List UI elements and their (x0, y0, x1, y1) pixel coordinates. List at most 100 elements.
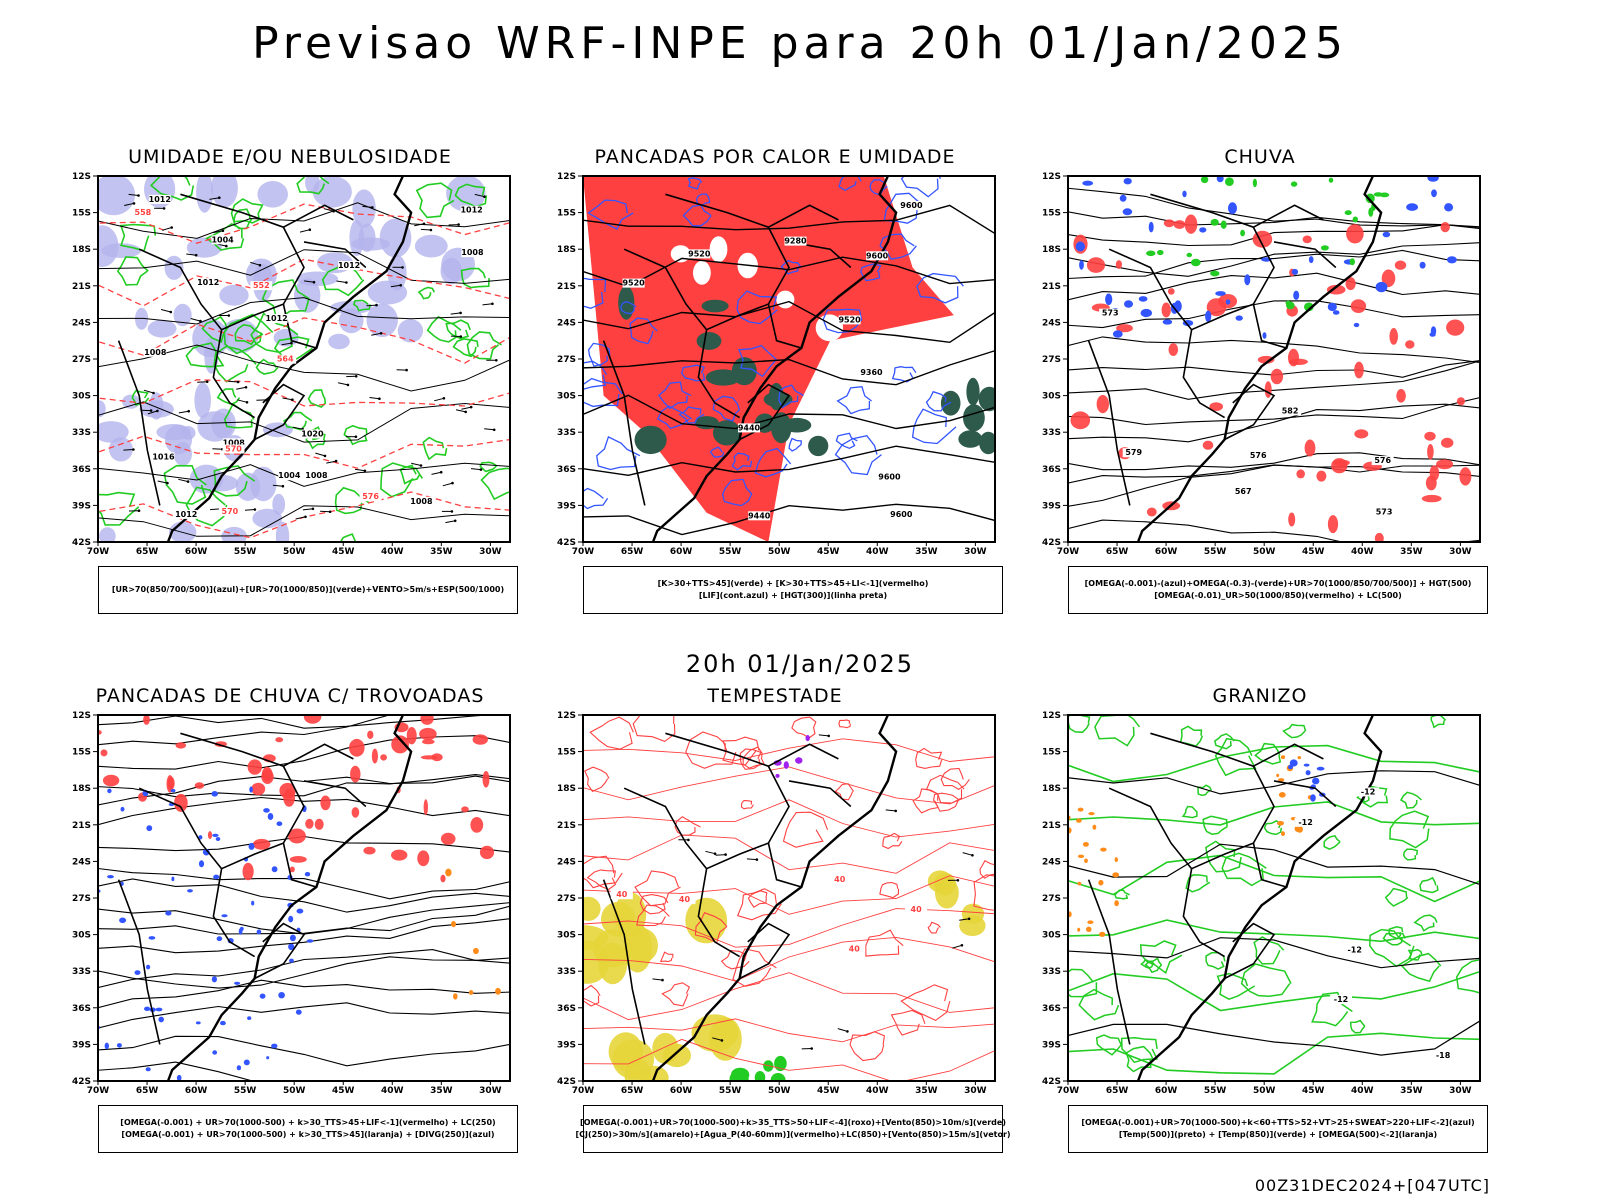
divergence-blue-dot (236, 1065, 242, 1071)
map-layer: -12 -12 -12 -12 -18 (1068, 715, 1480, 1081)
lat-label: 39S (1042, 501, 1061, 511)
storm-red-area (288, 828, 306, 844)
wind-vector (326, 460, 337, 464)
storm-red-area (440, 832, 456, 845)
divergence-blue-dot (211, 791, 218, 797)
map-pancadas-calor[interactable]: 9600 9600 9600 9600 9520 9520 9520 9440 9440 9360… (540, 166, 1010, 566)
hgt-label: 9520 (688, 249, 711, 258)
omega-green-area (1240, 229, 1245, 237)
precip-water-contour (583, 855, 623, 889)
omega-orange-dot (1098, 879, 1104, 886)
streamline (98, 1002, 510, 1029)
rain-red-area (1209, 402, 1223, 411)
lon-label: 55W (1204, 1086, 1227, 1096)
wind-vector (245, 401, 249, 404)
wind-vector (687, 838, 690, 842)
lon-label: 70W (87, 1086, 110, 1096)
divergence-blue-dot (249, 786, 253, 793)
border-line (138, 248, 223, 331)
panel-title: GRANIZO (1212, 685, 1308, 707)
streamline (98, 774, 510, 798)
temp850-contour (1399, 791, 1422, 809)
omega-blue-area (1119, 194, 1127, 202)
map-layer (98, 715, 510, 1081)
lon-label: 50W (768, 1086, 791, 1096)
map-tempestade[interactable]: 40 40 40 40 40 12S 15S 18S 21S 24S 27S 30S 33S 36S 39S… (540, 705, 1010, 1105)
map-umidade[interactable]: 1008 1008 1008 1008 1012 1012 1012 1012 1004 1004… (55, 166, 525, 566)
omega-orange-dot (1088, 812, 1095, 816)
wind-vector (354, 435, 358, 439)
lat-label: 18S (1042, 245, 1061, 255)
hgt-label: 9600 (878, 472, 901, 481)
omega-green-area (1328, 177, 1334, 183)
precip-water-contour (849, 1031, 886, 1062)
lifted-index-contour (680, 364, 706, 382)
map-frame (1067, 714, 1481, 1082)
isobar-label-bg (265, 314, 288, 323)
humidity-blue-area (272, 493, 286, 515)
pressure-isobar (98, 462, 510, 487)
isobar-label: 1012 (149, 195, 171, 204)
isobar-label-bg (148, 194, 171, 204)
wind-vector (422, 222, 426, 226)
wind-vector (827, 734, 830, 738)
streamline (98, 775, 510, 806)
border-line (697, 868, 741, 958)
wind-vector (199, 319, 202, 323)
temp850-contour (1282, 723, 1307, 739)
rain-red-area (1161, 302, 1171, 318)
omega-green-area (1225, 177, 1234, 186)
lat-label: 42S (72, 538, 91, 548)
omega-blue-area (1079, 260, 1084, 270)
lon-label: 50W (283, 1086, 306, 1096)
lifted-index-contour (891, 366, 917, 383)
border-line (282, 842, 317, 888)
humidity-green-contour (460, 267, 490, 289)
omega-blue-area (1122, 208, 1133, 216)
wind-vector (967, 917, 971, 921)
wind-vector (272, 484, 283, 487)
pressure-isobar (98, 249, 510, 284)
wind-vector (312, 280, 316, 284)
lat-label: 36S (72, 1004, 91, 1014)
rain-red-area (1115, 260, 1122, 269)
wind-vector (128, 193, 139, 196)
border-line (1252, 842, 1287, 888)
coastline (166, 715, 413, 1081)
divergence-blue-dot (256, 929, 262, 935)
temp850-contour (1139, 940, 1183, 974)
precip-water-contour (722, 736, 760, 766)
divergence-blue-dot (198, 835, 203, 840)
storm-orange-area (468, 990, 474, 995)
lat-label: 21S (1042, 282, 1061, 292)
omega-blue-area (1075, 241, 1085, 252)
storm-red-area (363, 846, 376, 855)
legend-line: [OMEGA(-0.001)-(azul)+OMEGA(-0.3)-(verde… (1084, 579, 1472, 588)
divergence-blue-dot (211, 976, 217, 983)
border-line (212, 868, 256, 958)
wind-vector (474, 193, 485, 198)
storm-red-area (207, 831, 213, 840)
lat-label: 12S (1042, 711, 1061, 721)
border-line (767, 842, 802, 888)
lat-label: 24S (72, 857, 91, 867)
omega-green-area (1320, 245, 1329, 251)
lifted-index-contour (620, 300, 637, 315)
panel-title: CHUVA (1224, 146, 1296, 168)
omega-orange-dot (1077, 881, 1082, 886)
humidity-green-contour (445, 319, 471, 340)
hgt-label-bg (784, 236, 807, 246)
lat-label: 15S (1042, 209, 1061, 219)
wind-vector (401, 266, 404, 269)
streamline (1068, 242, 1480, 277)
wind-vector (281, 342, 292, 346)
humidity-green-contour (422, 436, 448, 461)
border-line (768, 204, 839, 228)
map-chuva[interactable]: 582 576 573 579 576 573 567 12S 15S 18S 21S 24S 27S 3… (1025, 166, 1495, 566)
instability-green-area (634, 425, 667, 455)
hgt500-label-bg (1232, 487, 1255, 496)
divergence-blue-dot (171, 876, 175, 882)
pressure-isobar (98, 505, 510, 537)
map-granizo[interactable]: -12 -12 -12 -12 -18 12S 15S 18S 21S 24S 27S 30S 33S 3… (1025, 705, 1495, 1105)
